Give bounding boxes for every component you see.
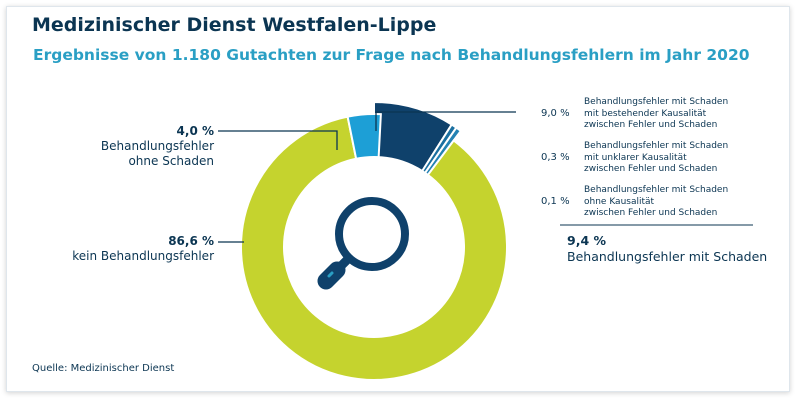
label-ohne-kausal-line1: Behandlungsfehler mit Schaden <box>584 185 729 195</box>
label-kausal-line3: zwischen Fehler und Schaden <box>584 120 718 130</box>
label-unklar-pct: 0,3 % <box>541 152 570 163</box>
label-kein-fehler-pct: 86,6 % <box>168 234 214 248</box>
slice-kein-fehler <box>240 115 508 381</box>
label-unklar: Behandlungsfehler mit Schaden mit unklar… <box>584 141 728 176</box>
leader-line-ohne-schaden <box>218 130 338 150</box>
label-ohne-kausal-line2: ohne Kausalität <box>584 196 655 207</box>
label-kein-fehler: 86,6 % kein Behandlungsfehler <box>40 234 214 264</box>
label-kein-fehler-text: kein Behandlungsfehler <box>72 249 214 263</box>
label-unklar-line2: mit unklarer Kausalität <box>584 152 687 163</box>
label-unklar-line3: zwischen Fehler und Schaden <box>584 164 718 174</box>
label-unklar-line1: Behandlungsfehler mit Schaden <box>584 141 729 151</box>
donut-slices <box>240 100 508 381</box>
label-kausal: Behandlungsfehler mit Schaden mit besteh… <box>584 97 728 132</box>
label-ohne-kausal: Behandlungsfehler mit Schaden ohne Kausa… <box>584 185 728 220</box>
slice-ohne-schaden <box>346 113 382 160</box>
summary-pct: 9,4 % <box>567 233 607 248</box>
label-ohne-kausal-line3: zwischen Fehler und Schaden <box>584 208 718 218</box>
leader-line-mit-schaden <box>375 111 516 131</box>
magnifier-icon <box>317 197 409 290</box>
label-ohne-kausal-pct: 0,1 % <box>541 196 570 207</box>
chart-title: Medizinischer Dienst Westfalen-Lippe <box>32 14 437 36</box>
summary-text: Behandlungsfehler mit Schaden <box>567 249 768 264</box>
label-kausal-pct: 9,0 % <box>541 108 570 119</box>
label-ohne-schaden-pct: 4,0 % <box>176 124 214 138</box>
label-ohne-schaden-line1: Behandlungsfehler <box>100 139 214 153</box>
label-ohne-schaden-line2: ohne Schaden <box>128 154 214 168</box>
summary-label: 9,4 % Behandlungsfehler mit Schaden <box>567 233 767 265</box>
chart-card <box>6 6 790 392</box>
source-note: Quelle: Medizinischer Dienst <box>32 363 175 374</box>
label-kausal-line2: mit bestehender Kausalität <box>584 108 707 119</box>
label-ohne-schaden: 4,0 % Behandlungsfehler ohne Schaden <box>70 124 214 169</box>
chart-subtitle: Ergebnisse von 1.180 Gutachten zur Frage… <box>33 46 750 64</box>
label-kausal-line1: Behandlungsfehler mit Schaden <box>584 97 729 107</box>
